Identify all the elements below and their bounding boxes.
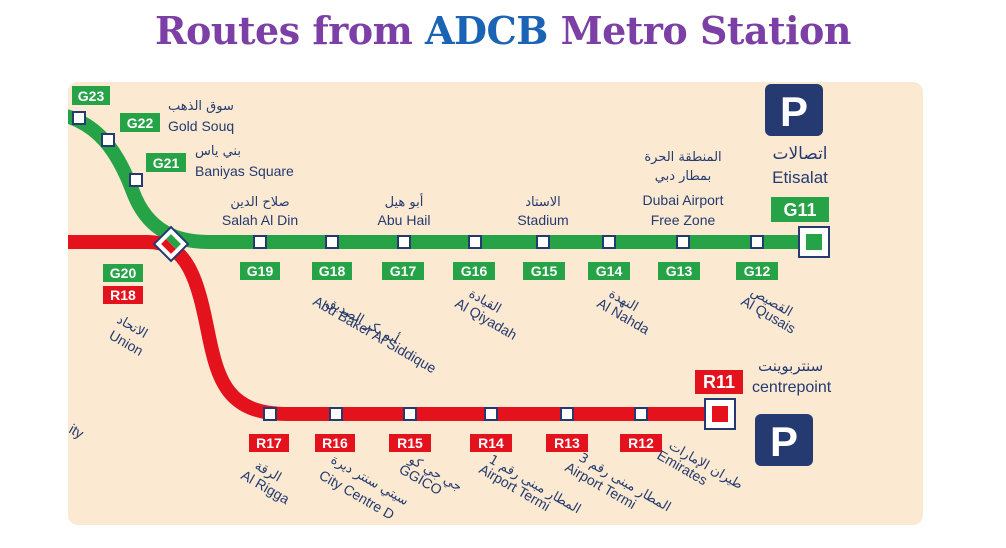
- code-r18: R18: [110, 287, 136, 303]
- en-g17: Abu Hail: [378, 212, 431, 228]
- green-line: [68, 109, 818, 249]
- code-r17: R17: [256, 435, 282, 451]
- code-r15: R15: [397, 435, 423, 451]
- code-g12: G12: [744, 263, 771, 279]
- parking-label-2: P: [770, 418, 798, 465]
- parking-icon-centrepoint: P: [755, 414, 813, 466]
- union-interchange[interactable]: [152, 225, 190, 263]
- title-part-1: Routes from: [154, 8, 413, 53]
- ar-g15: الاستاد: [525, 195, 561, 210]
- station-g22[interactable]: G22 سوق الذهب Gold Souq: [101, 99, 234, 147]
- station-r16[interactable]: R16 سيتي سنتر ديرة City Centre D: [315, 407, 411, 523]
- station-r14[interactable]: R14 المطار مبنى رقم 1 Airport Termi: [470, 407, 583, 517]
- station-g13[interactable]: G13 المنطقة الحرة بمطار دبي Dubai Airpor…: [643, 150, 724, 280]
- ar-g13-2: بمطار دبي: [655, 169, 711, 184]
- code-r14: R14: [478, 435, 504, 451]
- code-g23: G23: [78, 88, 105, 104]
- station-g14[interactable]: G14 النهدة Al Nahda: [588, 235, 653, 338]
- code-g15: G15: [531, 263, 558, 279]
- ar-g19: صلاح الدين: [230, 195, 289, 210]
- station-r17[interactable]: R17 الرقة Al Rigga: [239, 407, 293, 507]
- en-g22: Gold Souq: [168, 118, 234, 134]
- en-g13-2: Free Zone: [651, 212, 716, 228]
- ar-r11: سنتربوينت: [758, 357, 823, 375]
- station-g18[interactable]: G18 أبو بكر الصديق Abu Baker Al Siddique: [311, 235, 440, 377]
- code-g22: G22: [127, 115, 154, 131]
- edge-text-fragment: ity: [68, 421, 87, 442]
- code-r11: R11: [703, 372, 735, 392]
- station-g16[interactable]: G16 القيادة Al Qiyadah: [453, 235, 520, 343]
- station-g19[interactable]: G19 صلاح الدين Salah Al Din: [222, 195, 298, 280]
- station-r11[interactable]: R11 سنتربوينت centrepoint: [695, 357, 832, 430]
- code-g19: G19: [247, 263, 274, 279]
- station-g21[interactable]: G21 بني ياس Baniyas Square: [129, 144, 294, 187]
- en-g18: Abu Baker Al Siddique: [311, 293, 440, 377]
- ar-g11: اتصالات: [772, 144, 827, 164]
- en-g15: Stadium: [517, 212, 568, 228]
- title-part-2: ADCB: [425, 8, 548, 53]
- station-g12[interactable]: G12 القصيص Al Qusais: [736, 235, 798, 337]
- title-part-3: Metro Station: [560, 8, 852, 53]
- en-g19: Salah Al Din: [222, 212, 298, 228]
- parking-label-1: P: [780, 88, 808, 135]
- station-g17[interactable]: G17 أبو هيل Abu Hail: [378, 193, 431, 280]
- metro-map-svg: G23 G22 سوق الذهب Gold Souq G21 بني ياس …: [68, 84, 832, 523]
- en-r11: centrepoint: [752, 379, 832, 396]
- code-g21: G21: [153, 155, 180, 171]
- code-g18: G18: [319, 263, 346, 279]
- code-g17: G17: [390, 263, 417, 279]
- code-r16: R16: [322, 435, 348, 451]
- ar-g17: أبو هيل: [385, 193, 424, 210]
- code-g13: G13: [666, 263, 693, 279]
- code-g20: G20: [110, 265, 137, 281]
- parking-icon-etisalat: P: [765, 84, 823, 136]
- en-g13-1: Dubai Airport: [643, 192, 724, 208]
- ar-g13-1: المنطقة الحرة: [644, 150, 721, 165]
- ar-g22: سوق الذهب: [168, 99, 234, 114]
- ar-g21: بني ياس: [195, 144, 241, 159]
- code-g11: G11: [783, 200, 816, 220]
- station-g11[interactable]: G11 اتصالات Etisalat: [771, 144, 830, 258]
- code-g14: G14: [596, 263, 623, 279]
- station-g23[interactable]: G23: [72, 86, 110, 125]
- code-g16: G16: [461, 263, 488, 279]
- en-g21: Baniyas Square: [195, 163, 294, 179]
- station-g15[interactable]: G15 الاستاد Stadium: [517, 195, 569, 280]
- page-title: Routes from ADCB Metro Station: [0, 8, 1006, 53]
- code-r12: R12: [628, 435, 654, 451]
- metro-map: G23 G22 سوق الذهب Gold Souq G21 بني ياس …: [68, 82, 923, 525]
- station-r15[interactable]: R15 جي جي كو GGICO: [389, 407, 465, 498]
- code-r13: R13: [554, 435, 580, 451]
- en-g11: Etisalat: [772, 168, 828, 187]
